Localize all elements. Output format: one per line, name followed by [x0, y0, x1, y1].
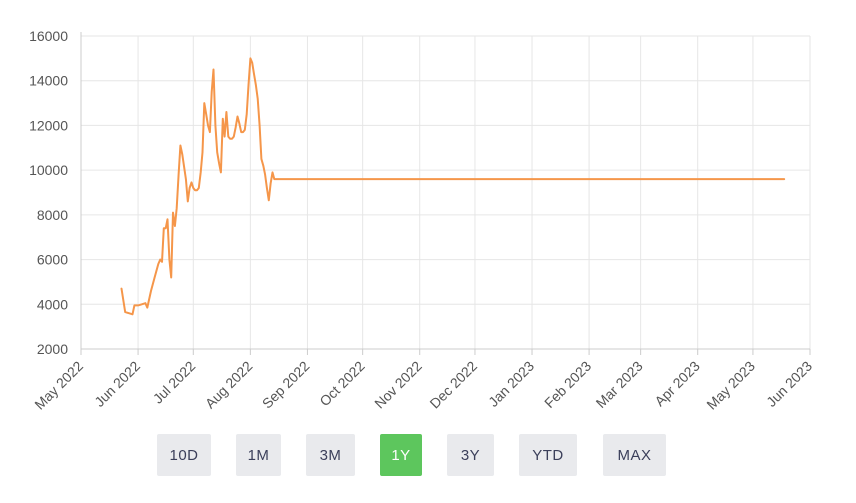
range-selector: 10D 1M 3M 1Y 3Y YTD MAX — [0, 434, 856, 478]
range-button-10d[interactable]: 10D — [157, 434, 211, 476]
x-tick-label: Jan 2023 — [485, 358, 537, 410]
range-button-1y[interactable]: 1Y — [380, 434, 422, 476]
y-tick-label: 16000 — [29, 28, 68, 44]
y-tick-label: 8000 — [37, 207, 68, 223]
x-tick-label: Jun 2023 — [763, 358, 815, 410]
series-line-0 — [120, 57, 786, 316]
y-tick-label: 2000 — [37, 341, 68, 357]
price-chart: 2000 4000 6000 8000 10000 12000 14000 16000 May… — [29, 28, 815, 413]
range-button-ytd[interactable]: YTD — [519, 434, 577, 476]
x-tick-label: May 2023 — [703, 358, 758, 413]
chart-axes — [80, 32, 811, 355]
x-tick-label: Jun 2022 — [91, 358, 143, 410]
y-tick-label: 10000 — [29, 162, 68, 178]
range-button-1m[interactable]: 1M — [236, 434, 281, 476]
x-tick-label: May 2022 — [31, 358, 86, 413]
x-tick-label: Feb 2023 — [541, 358, 594, 411]
range-button-max[interactable]: MAX — [603, 434, 666, 476]
chart-series — [120, 57, 786, 316]
x-tick-label: Sep 2022 — [259, 358, 313, 412]
x-tick-label: Jul 2022 — [150, 358, 199, 407]
x-tick-label: Nov 2022 — [371, 358, 425, 412]
range-button-3m[interactable]: 3M — [306, 434, 355, 476]
x-tick-label: Dec 2022 — [426, 358, 480, 412]
y-axis-tick-labels: 2000 4000 6000 8000 10000 12000 14000 16000 — [29, 28, 68, 357]
chart-grid — [81, 35, 811, 349]
range-button-3y[interactable]: 3Y — [447, 434, 494, 476]
y-tick-label: 14000 — [29, 73, 68, 89]
x-tick-label: Oct 2022 — [316, 358, 368, 410]
x-tick-label: Mar 2023 — [593, 358, 646, 411]
y-tick-label: 4000 — [37, 296, 68, 312]
x-tick-label: Apr 2023 — [651, 358, 703, 410]
x-tick-label: Aug 2022 — [202, 358, 256, 412]
y-tick-label: 6000 — [37, 252, 68, 268]
x-axis-tick-labels: May 2022 Jun 2022 Jul 2022 Aug 2022 Sep 2022… — [31, 358, 815, 413]
y-tick-label: 12000 — [29, 117, 68, 133]
